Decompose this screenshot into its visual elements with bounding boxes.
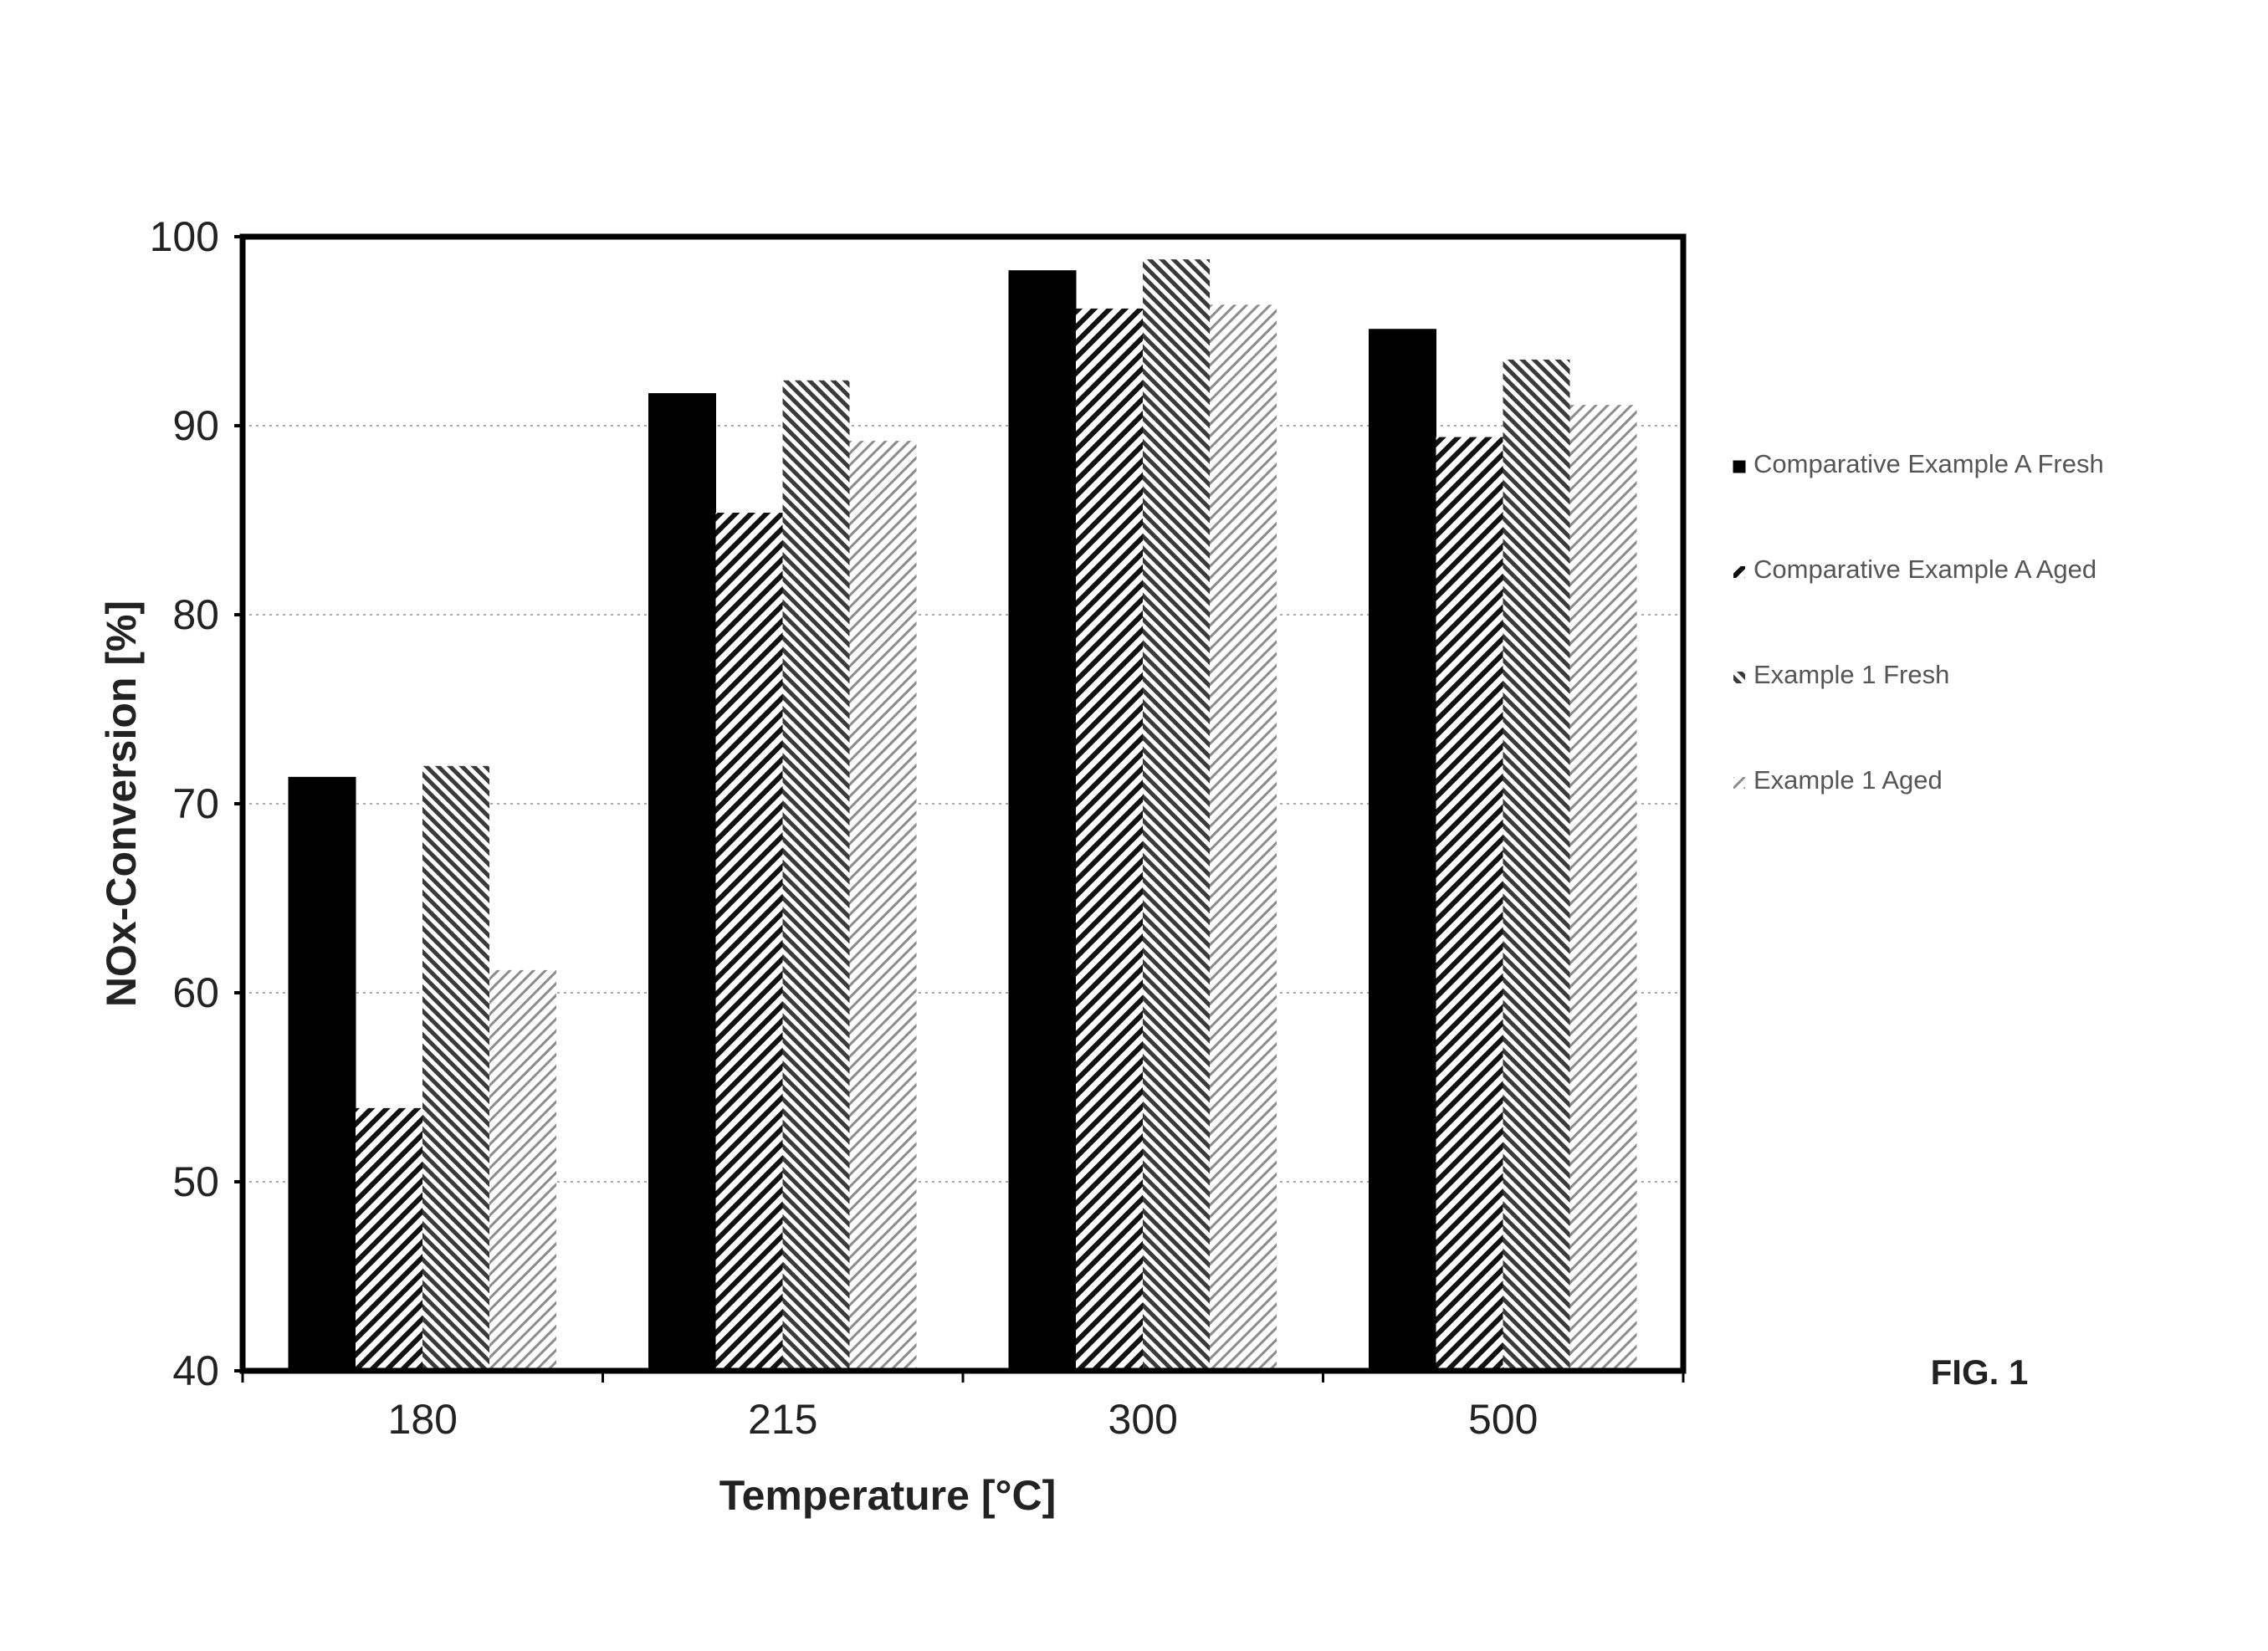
- x-tick-label: 500: [1468, 1396, 1538, 1443]
- y-tick-label: 50: [172, 1158, 219, 1205]
- bar: [288, 776, 356, 1372]
- figure-label: FIG. 1: [1931, 1352, 2029, 1392]
- bar: [782, 380, 850, 1371]
- bar: [1143, 259, 1210, 1371]
- legend-label: Example 1 Aged: [1753, 765, 1943, 795]
- x-tick-label: 215: [748, 1396, 817, 1443]
- legend-label: Example 1 Fresh: [1753, 660, 1949, 689]
- legend-swatch: [1733, 566, 1745, 578]
- legend-swatch: [1733, 777, 1745, 789]
- legend-label: Comparative Example A Fresh: [1753, 449, 2104, 478]
- bar: [1210, 304, 1277, 1371]
- bar: [849, 441, 917, 1371]
- y-tick-label: 60: [172, 969, 219, 1016]
- y-tick-label: 100: [150, 213, 219, 260]
- y-tick-label: 80: [172, 591, 219, 638]
- bar: [489, 969, 556, 1371]
- y-axis-title: NOx-Conversion [%]: [98, 601, 145, 1007]
- bar: [1503, 359, 1570, 1371]
- bar: [422, 765, 489, 1371]
- x-axis-tick-labels: 180 215 300 500: [388, 1396, 1538, 1443]
- bar: [715, 512, 783, 1372]
- bar: [1008, 270, 1077, 1372]
- legend-label: Comparative Example A Aged: [1753, 555, 2096, 584]
- y-axis-tick-labels: 40 50 60 70 80 90 100: [150, 213, 219, 1394]
- legend-swatch: [1733, 460, 1746, 473]
- bar: [1076, 308, 1143, 1371]
- y-tick-label: 90: [172, 402, 219, 449]
- x-axis-title: Temperature [°C]: [719, 1472, 1056, 1519]
- bar: [1569, 405, 1637, 1371]
- x-tick-label: 300: [1108, 1396, 1178, 1443]
- legend: Comparative Example A Fresh Comparative E…: [1733, 449, 2104, 795]
- x-tick-label: 180: [388, 1396, 458, 1443]
- y-tick-label: 70: [172, 780, 219, 827]
- bar: [1369, 329, 1436, 1372]
- bar: [648, 393, 716, 1372]
- bar: [1436, 437, 1503, 1371]
- axis-ticks: [234, 235, 1685, 1383]
- bar: [356, 1107, 422, 1371]
- bars: [288, 259, 1637, 1372]
- legend-swatch: [1733, 672, 1745, 683]
- y-tick-label: 40: [172, 1347, 219, 1394]
